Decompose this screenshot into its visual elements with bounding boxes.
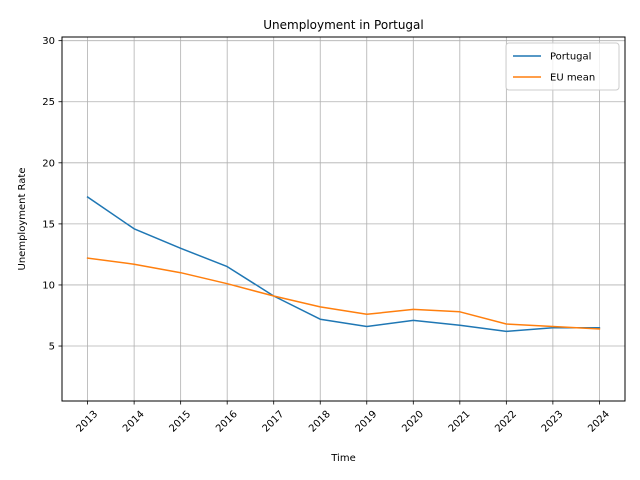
series-line-1 [86, 257, 601, 330]
y-tick-label: 5 [49, 342, 55, 353]
legend-label-0: Portugal [550, 52, 591, 63]
y-tick-label: 20 [42, 158, 55, 169]
series-line-0 [86, 195, 601, 333]
series-lines [86, 195, 601, 333]
legend-box [505, 42, 620, 91]
x-axis-label: Time [330, 453, 355, 464]
y-axis: 5 10 15 20 25 30 [42, 36, 62, 353]
legend-label-1: EU mean [550, 73, 595, 84]
chart-title: Unemployment in Portugal [263, 18, 424, 32]
y-tick-label: 30 [42, 36, 55, 47]
plot-frame [61, 36, 626, 402]
y-axis-label: Unemployment Rate [17, 168, 28, 271]
y-tick-label: 15 [42, 219, 55, 230]
y-tick-label: 25 [42, 97, 55, 108]
legend: Portugal EU mean [505, 42, 620, 91]
y-tick-label: 10 [42, 280, 55, 291]
grid-lines [62, 37, 625, 401]
